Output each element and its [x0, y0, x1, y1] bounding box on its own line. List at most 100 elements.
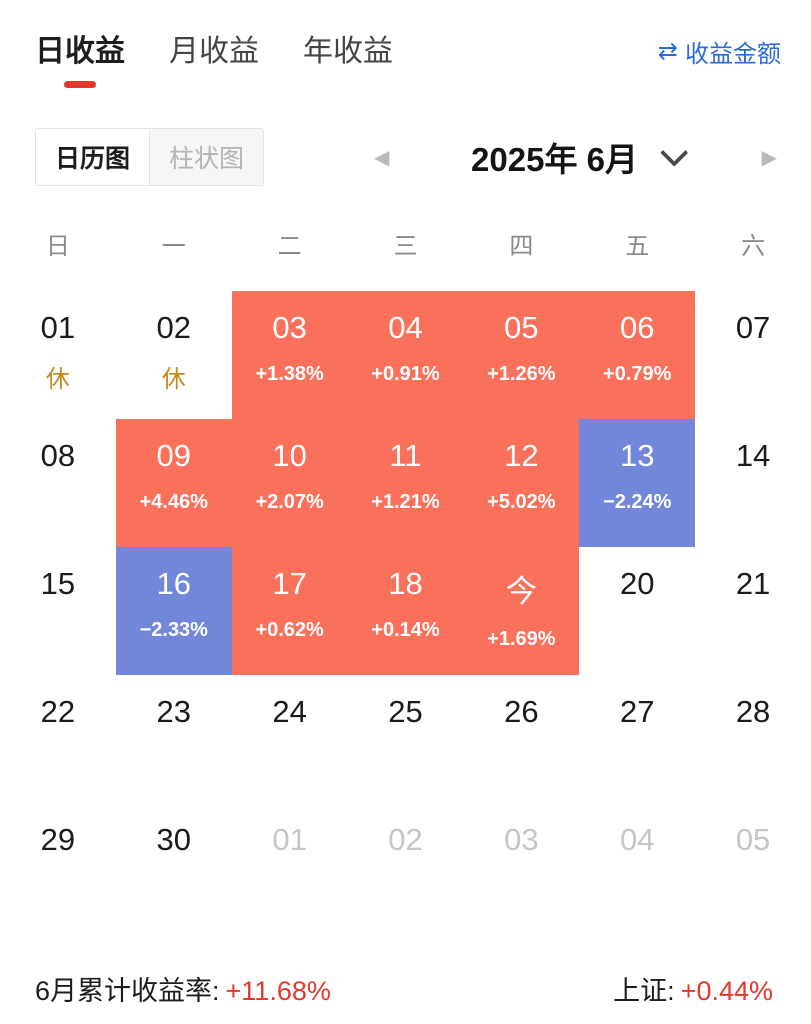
active-tab-underline [64, 81, 96, 88]
calendar-cell-next-01-30[interactable]: 01 [232, 803, 348, 931]
calendar-cell-rest-02-1[interactable]: 02 休 [116, 291, 232, 419]
day-number: 13 [619, 438, 655, 473]
calendar-cell-plain-23-22[interactable]: 23 [116, 675, 232, 803]
daily-return-percent: −2.33% [139, 619, 208, 641]
calendar-cell-next-02-31[interactable]: 02 [348, 803, 464, 931]
day-number: 03 [504, 822, 539, 857]
daily-return-percent: +1.38% [255, 363, 324, 385]
day-number: 30 [156, 822, 192, 857]
weekday-header-0: 日 [45, 233, 70, 260]
daily-return-percent: +1.26% [487, 363, 556, 385]
calendar-cell-rest-01-0[interactable]: 01 休 [0, 291, 116, 419]
monthly-cumulative-return-value: +11.68% [225, 976, 331, 1006]
day-number: 25 [388, 694, 423, 729]
toggle-return-amount-label: 收益金额 [685, 41, 781, 68]
swap-arrows-icon: ⇄ [657, 37, 678, 65]
rest-day-label: 休 [161, 366, 186, 393]
top-bar: 日收益 月收益 年收益 ⇄ 收益金额 [0, 0, 811, 88]
calendar-cell-plain-29-28[interactable]: 29 [0, 803, 116, 931]
daily-return-percent: +0.91% [371, 363, 440, 385]
calendar-cell-next-03-32[interactable]: 03 [463, 803, 579, 931]
day-number: 05 [735, 822, 771, 857]
day-number: 17 [272, 566, 307, 601]
calendar-cell-gain-11-10[interactable]: 11 +1.21% [347, 419, 464, 547]
calendar-cell-gain-05-4[interactable]: 05 +1.26% [463, 291, 580, 419]
next-month-arrow[interactable]: ▶ [761, 146, 777, 169]
daily-return-percent: +4.46% [139, 491, 208, 513]
day-number: 04 [388, 310, 423, 345]
weekday-header-4: 四 [509, 233, 534, 260]
daily-return-percent: +5.02% [487, 491, 556, 513]
calendar-cell-gain-12-11[interactable]: 12 +5.02% [463, 419, 580, 547]
daily-return-percent: +0.14% [371, 619, 440, 641]
day-number: 15 [40, 566, 76, 601]
daily-return-percent: −2.24% [603, 491, 672, 513]
calendar-cell-gain-18-17[interactable]: 18 +0.14% [347, 547, 464, 675]
calendar-cell-gain-06-5[interactable]: 06 +0.79% [579, 291, 696, 419]
day-number: 18 [388, 566, 423, 601]
calendar-cell-plain-15-14[interactable]: 15 [0, 547, 116, 675]
calendar-cell-plain-20-19[interactable]: 20 [579, 547, 695, 675]
calendar-cell-gain-09-8[interactable]: 09 +4.46% [115, 419, 232, 547]
toggle-calendar-view[interactable]: 日历图 [36, 129, 151, 185]
calendar-cell-today[interactable]: 今 +1.69% [463, 547, 580, 675]
month-label: 2025年 6月 [471, 141, 638, 178]
tab-monthly-return[interactable]: 月收益 [169, 26, 259, 88]
day-number: 24 [272, 694, 307, 729]
daily-return-percent: +0.62% [255, 619, 324, 641]
calendar-cell-plain-14-13[interactable]: 14 [695, 419, 811, 547]
calendar-cell-plain-25-24[interactable]: 25 [348, 675, 464, 803]
day-number: 23 [156, 694, 192, 729]
calendar-cell-gain-04-3[interactable]: 04 +0.91% [347, 291, 464, 419]
shanghai-index-label: 上证: [613, 976, 675, 1006]
day-number: 06 [619, 310, 655, 345]
calendar-cell-plain-27-26[interactable]: 27 [579, 675, 695, 803]
calendar-cell-plain-22-21[interactable]: 22 [0, 675, 116, 803]
controls-row: 日历图 柱状图 ◀ 2025年 6月 ▶ [0, 128, 811, 186]
day-number: 29 [40, 822, 76, 857]
calendar-cell-next-05-34[interactable]: 05 [695, 803, 811, 931]
calendar-cell-plain-30-29[interactable]: 30 [116, 803, 232, 931]
daily-return-percent: +1.69% [487, 628, 556, 650]
calendar-cell-gain-17-16[interactable]: 17 +0.62% [231, 547, 348, 675]
weekday-header-row: 日一二三四五六 [0, 226, 811, 261]
month-selector[interactable]: 2025年 6月 [471, 133, 689, 181]
tab-monthly-return-label: 月收益 [169, 35, 259, 68]
day-number: 16 [156, 566, 192, 601]
tab-daily-return-label: 日收益 [35, 35, 125, 68]
calendar-cell-gain-03-2[interactable]: 03 +1.38% [231, 291, 348, 419]
day-number: 20 [619, 566, 655, 601]
calendar-cell-plain-26-25[interactable]: 26 [463, 675, 579, 803]
calendar-cell-gain-10-9[interactable]: 10 +2.07% [231, 419, 348, 547]
weekday-header-1: 一 [161, 233, 186, 260]
tab-yearly-return[interactable]: 年收益 [303, 26, 393, 88]
day-number: 02 [388, 822, 423, 857]
day-number: 02 [156, 310, 192, 345]
daily-return-percent: +2.07% [255, 491, 324, 513]
month-navigation: ◀ 2025年 6月 ▶ [264, 133, 789, 181]
day-number: 01 [272, 822, 307, 857]
day-number: 11 [389, 438, 422, 473]
calendar-cell-next-04-33[interactable]: 04 [579, 803, 695, 931]
day-number: 26 [504, 694, 539, 729]
rest-day-label: 休 [45, 366, 70, 393]
toggle-return-amount-link[interactable]: ⇄ 收益金额 [658, 34, 781, 69]
weekday-header-5: 五 [625, 233, 650, 260]
shanghai-index-value: +0.44% [680, 976, 773, 1006]
calendar-cell-plain-07-6[interactable]: 07 [695, 291, 811, 419]
calendar-cell-plain-28-27[interactable]: 28 [695, 675, 811, 803]
prev-month-arrow[interactable]: ◀ [374, 146, 390, 169]
day-number: 12 [504, 438, 539, 473]
calendar-cell-loss-16-15[interactable]: 16 −2.33% [115, 547, 232, 675]
tab-daily-return[interactable]: 日收益 [35, 26, 125, 88]
calendar-cell-plain-24-23[interactable]: 24 [232, 675, 348, 803]
monthly-cumulative-return-label: 6月累计收益率: [35, 976, 220, 1006]
shanghai-index-return: 上证: +0.44% [613, 969, 773, 1008]
calendar-cell-plain-08-7[interactable]: 08 [0, 419, 116, 547]
toggle-bar-view[interactable]: 柱状图 [169, 145, 245, 173]
day-number: 21 [735, 566, 771, 601]
calendar-cell-loss-13-12[interactable]: 13 −2.24% [579, 419, 696, 547]
day-number: 10 [272, 438, 307, 473]
chevron-down-icon [660, 138, 689, 167]
calendar-cell-plain-21-20[interactable]: 21 [695, 547, 811, 675]
